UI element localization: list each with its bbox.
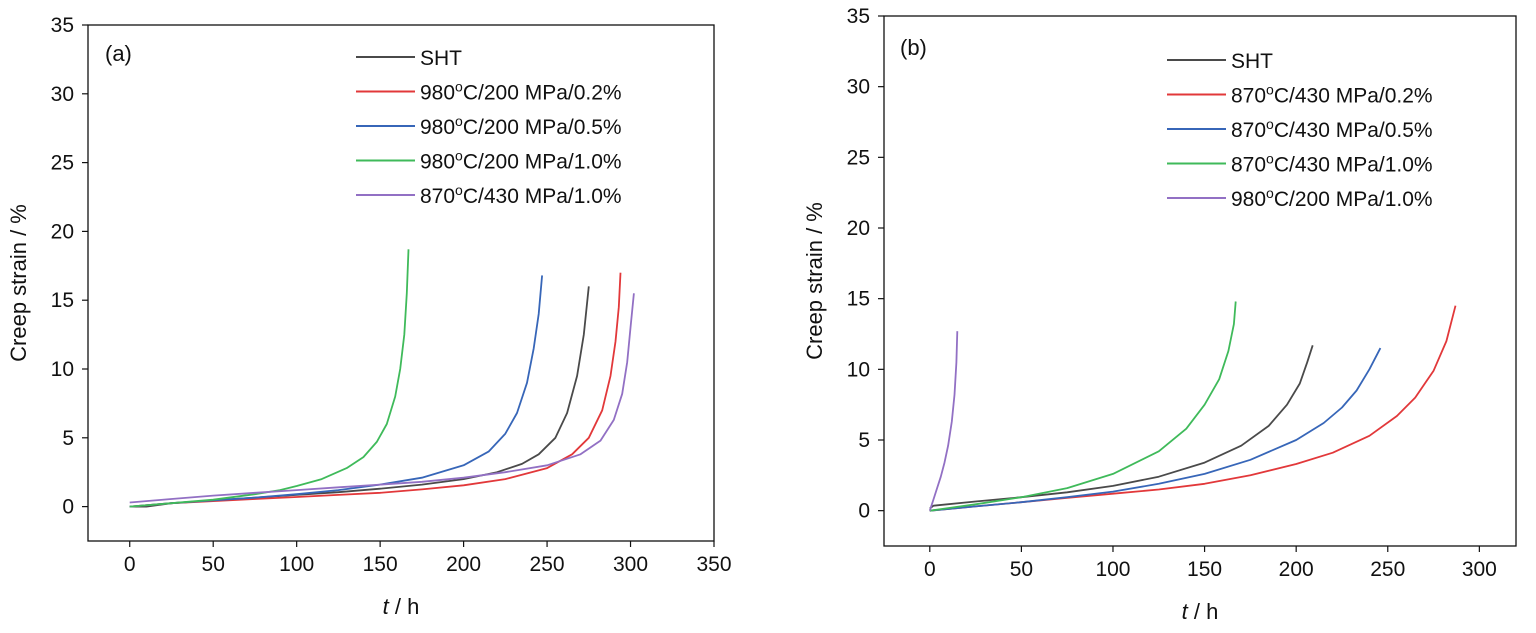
legend-label-5: 980oC/200 MPa/1.0% bbox=[1231, 185, 1433, 211]
y-tick-label: 5 bbox=[62, 427, 74, 450]
y-tick-label: 25 bbox=[847, 146, 870, 169]
y-tick-label: 35 bbox=[51, 14, 74, 37]
x-axis-label-unit: / h bbox=[389, 594, 420, 619]
x-axis-label-variable: t bbox=[1182, 599, 1189, 624]
y-tick-label: 30 bbox=[847, 76, 870, 99]
legend-label-2: 870oC/430 MPa/0.2% bbox=[1231, 82, 1433, 108]
y-tick-label: 15 bbox=[847, 288, 870, 311]
x-axis-label: t / h bbox=[1182, 599, 1219, 624]
y-tick-label: 10 bbox=[51, 358, 74, 381]
legend-label-1: SHT bbox=[1231, 50, 1273, 73]
series-line-4 bbox=[129, 249, 410, 508]
x-axis-label: t / h bbox=[383, 594, 420, 619]
y-tick-label: 35 bbox=[847, 5, 870, 28]
legend-label-5: 870oC/430 MPa/1.0% bbox=[420, 182, 622, 208]
x-tick-label: 0 bbox=[124, 553, 136, 576]
x-tick-label: 100 bbox=[279, 553, 314, 576]
panel-label: (b) bbox=[900, 35, 927, 60]
legend-label-3: 870oC/430 MPa/0.5% bbox=[1231, 116, 1433, 142]
x-tick-label: 150 bbox=[1187, 558, 1222, 581]
y-tick-label: 15 bbox=[51, 289, 74, 312]
series-line-5 bbox=[129, 293, 635, 504]
series-line-1 bbox=[929, 345, 1314, 510]
y-tick-label: 20 bbox=[847, 217, 870, 240]
x-tick-label: 0 bbox=[924, 558, 936, 581]
y-tick-label: 25 bbox=[51, 152, 74, 175]
x-axis-label-unit: / h bbox=[1188, 599, 1219, 624]
x-tick-label: 350 bbox=[696, 553, 731, 576]
panel-b: 0 50 100 150 200 250 300 0 5 10 15 20 25 30 35 Creep st… bbox=[802, 5, 1517, 624]
series-line-2 bbox=[929, 305, 1457, 512]
y-tick-label: 5 bbox=[858, 429, 870, 452]
plot-frame bbox=[883, 15, 1517, 547]
x-tick-label: 50 bbox=[1010, 558, 1033, 581]
legend-label-4: 980oC/200 MPa/1.0% bbox=[420, 148, 622, 174]
x-axis-label-variable: t bbox=[383, 594, 390, 619]
series-line-4 bbox=[929, 301, 1237, 512]
x-tick-label: 250 bbox=[530, 553, 565, 576]
legend-label-2: 980oC/200 MPa/0.2% bbox=[420, 79, 622, 105]
panel-label: (a) bbox=[105, 41, 132, 66]
x-tick-label: 200 bbox=[1279, 558, 1314, 581]
y-tick-label: 20 bbox=[51, 220, 74, 243]
x-tick-label: 300 bbox=[613, 553, 648, 576]
series-line-3 bbox=[929, 347, 1382, 512]
panel-a: 0 50 100 150 200 250 300 350 0 5 10 15 20 25 30 35 Creep… bbox=[6, 14, 732, 619]
y-axis-label: Creep strain / % bbox=[802, 202, 827, 360]
series-line-1 bbox=[129, 286, 590, 508]
series-line-3 bbox=[129, 275, 543, 508]
x-tick-label: 100 bbox=[1095, 558, 1130, 581]
plot-frame bbox=[87, 24, 715, 542]
y-axis-label: Creep strain / % bbox=[6, 204, 31, 362]
x-tick-label: 50 bbox=[202, 553, 225, 576]
x-tick-label: 150 bbox=[363, 553, 398, 576]
series-line-5 bbox=[928, 331, 959, 511]
legend-label-4: 870oC/430 MPa/1.0% bbox=[1231, 151, 1433, 177]
legend-label-3: 980oC/200 MPa/0.5% bbox=[420, 113, 622, 139]
series-line-2 bbox=[129, 272, 622, 508]
y-tick-label: 0 bbox=[858, 500, 870, 523]
y-tick-label: 10 bbox=[847, 358, 870, 381]
y-tick-label: 30 bbox=[51, 83, 74, 106]
x-tick-label: 200 bbox=[446, 553, 481, 576]
legend-label-1: SHT bbox=[420, 47, 462, 70]
y-tick-label: 0 bbox=[62, 496, 74, 519]
x-tick-label: 300 bbox=[1462, 558, 1497, 581]
x-tick-label: 250 bbox=[1370, 558, 1405, 581]
